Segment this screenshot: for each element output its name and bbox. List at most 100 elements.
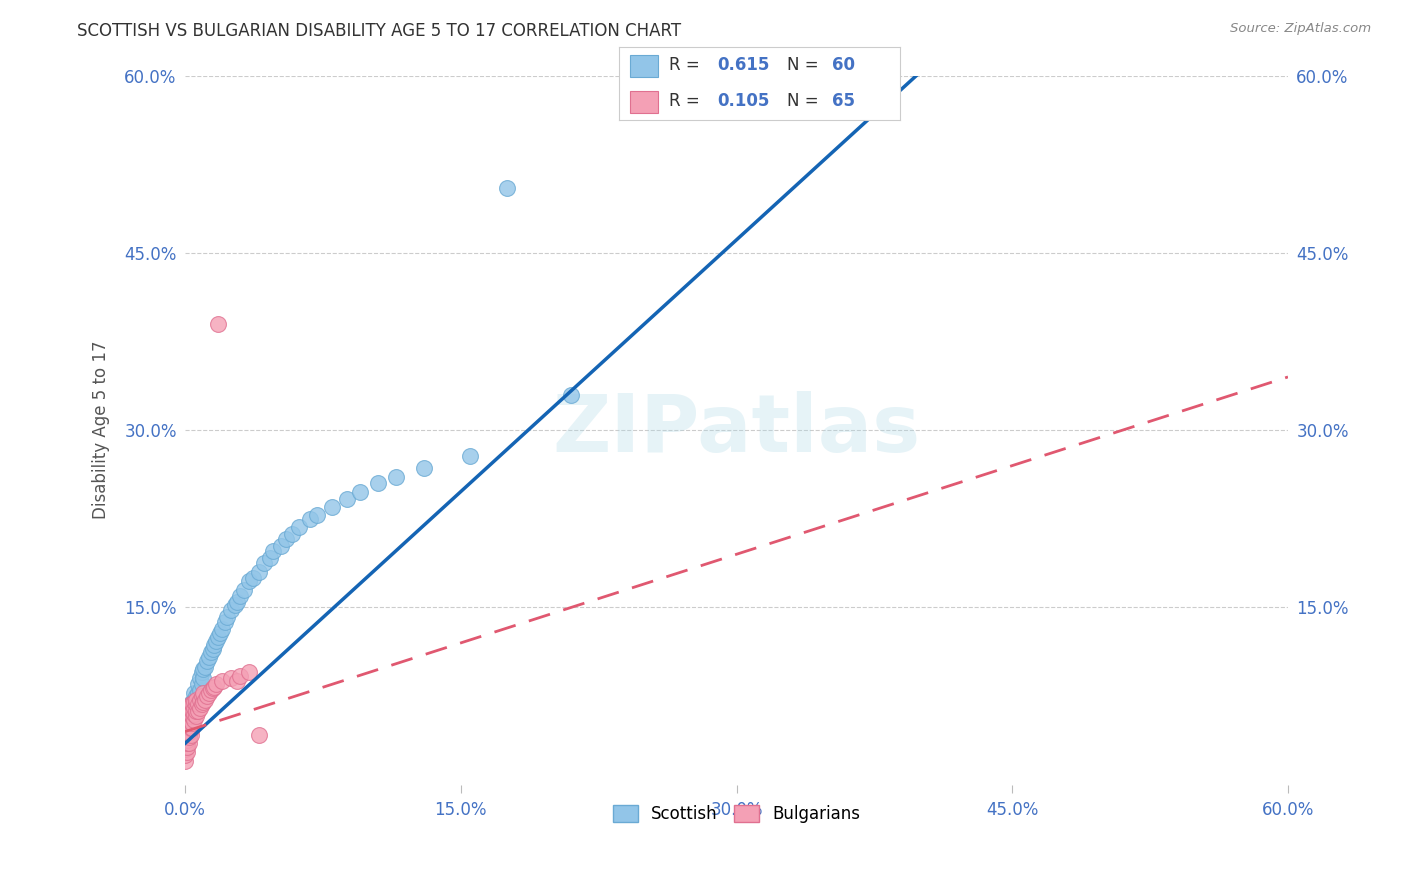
Point (181, 701, 204, 715)
Point (193, 662, 215, 676)
Point (367, 476, 389, 491)
Point (195, 654, 218, 668)
Point (183, 701, 205, 715)
Point (560, 387, 582, 401)
Point (194, 692, 217, 706)
Text: 0.615: 0.615 (717, 56, 769, 74)
Point (174, 742, 197, 756)
Point (177, 724, 200, 739)
Point (413, 461, 436, 475)
Point (198, 685, 221, 699)
Point (238, 665, 260, 680)
Point (180, 706, 202, 721)
Point (307, 508, 329, 523)
Point (190, 689, 212, 703)
Point (183, 692, 205, 706)
Text: R =: R = (669, 56, 706, 74)
Point (190, 677, 212, 691)
Point (180, 713, 202, 727)
Point (183, 706, 205, 721)
Text: R =: R = (669, 93, 706, 111)
Point (180, 698, 202, 712)
Point (174, 732, 197, 747)
Point (176, 716, 198, 731)
Text: 65: 65 (832, 93, 855, 111)
Point (225, 673, 247, 688)
Point (177, 721, 200, 735)
Point (214, 615, 236, 629)
Point (219, 603, 242, 617)
Point (207, 630, 229, 644)
Point (180, 728, 202, 742)
Point (205, 633, 228, 648)
Point (183, 685, 205, 699)
Point (180, 701, 202, 715)
Point (276, 532, 298, 546)
Point (242, 571, 264, 585)
Point (181, 716, 204, 731)
Point (211, 622, 233, 636)
Point (385, 470, 408, 484)
Point (188, 692, 211, 706)
Legend: Scottish, Bulgarians: Scottish, Bulgarians (606, 798, 868, 830)
Point (184, 705, 207, 719)
Point (188, 683, 211, 698)
Point (349, 484, 371, 499)
Point (187, 705, 209, 719)
Point (174, 736, 197, 750)
Point (188, 672, 211, 686)
Point (217, 610, 239, 624)
Point (247, 565, 270, 579)
Point (193, 685, 215, 699)
Point (495, 181, 517, 195)
Point (193, 672, 215, 686)
Point (181, 721, 204, 735)
Point (180, 713, 202, 727)
Point (184, 698, 207, 712)
Point (176, 713, 198, 727)
Point (184, 709, 207, 723)
Point (190, 665, 212, 680)
Point (232, 582, 254, 597)
Text: Source: ZipAtlas.com: Source: ZipAtlas.com (1230, 22, 1371, 36)
Point (177, 736, 200, 750)
Point (262, 543, 284, 558)
Point (336, 491, 359, 506)
Point (183, 695, 205, 709)
Point (180, 716, 202, 731)
Point (198, 650, 221, 665)
Point (204, 680, 226, 694)
Point (190, 698, 212, 712)
Point (177, 716, 200, 731)
Point (187, 685, 209, 699)
FancyBboxPatch shape (630, 91, 658, 113)
Point (177, 713, 200, 727)
Point (181, 698, 204, 712)
Text: 0.105: 0.105 (717, 93, 769, 111)
Point (176, 732, 198, 747)
Text: N =: N = (787, 93, 824, 111)
Point (177, 706, 200, 721)
Text: 60: 60 (832, 56, 855, 74)
Point (253, 556, 276, 570)
Point (177, 724, 200, 739)
Point (177, 731, 200, 745)
Point (181, 713, 204, 727)
Text: ZIPatlas: ZIPatlas (553, 391, 921, 469)
Point (188, 701, 211, 715)
Point (229, 589, 252, 603)
Point (205, 677, 228, 691)
Point (195, 689, 218, 703)
Y-axis label: Disability Age 5 to 17: Disability Age 5 to 17 (93, 341, 110, 519)
Point (299, 512, 322, 526)
Point (201, 681, 224, 695)
Point (224, 598, 246, 612)
Point (321, 500, 343, 514)
Point (181, 695, 204, 709)
Point (187, 677, 209, 691)
Point (183, 713, 205, 727)
Point (176, 745, 198, 759)
Point (259, 550, 281, 565)
Point (187, 698, 209, 712)
Point (174, 754, 197, 768)
